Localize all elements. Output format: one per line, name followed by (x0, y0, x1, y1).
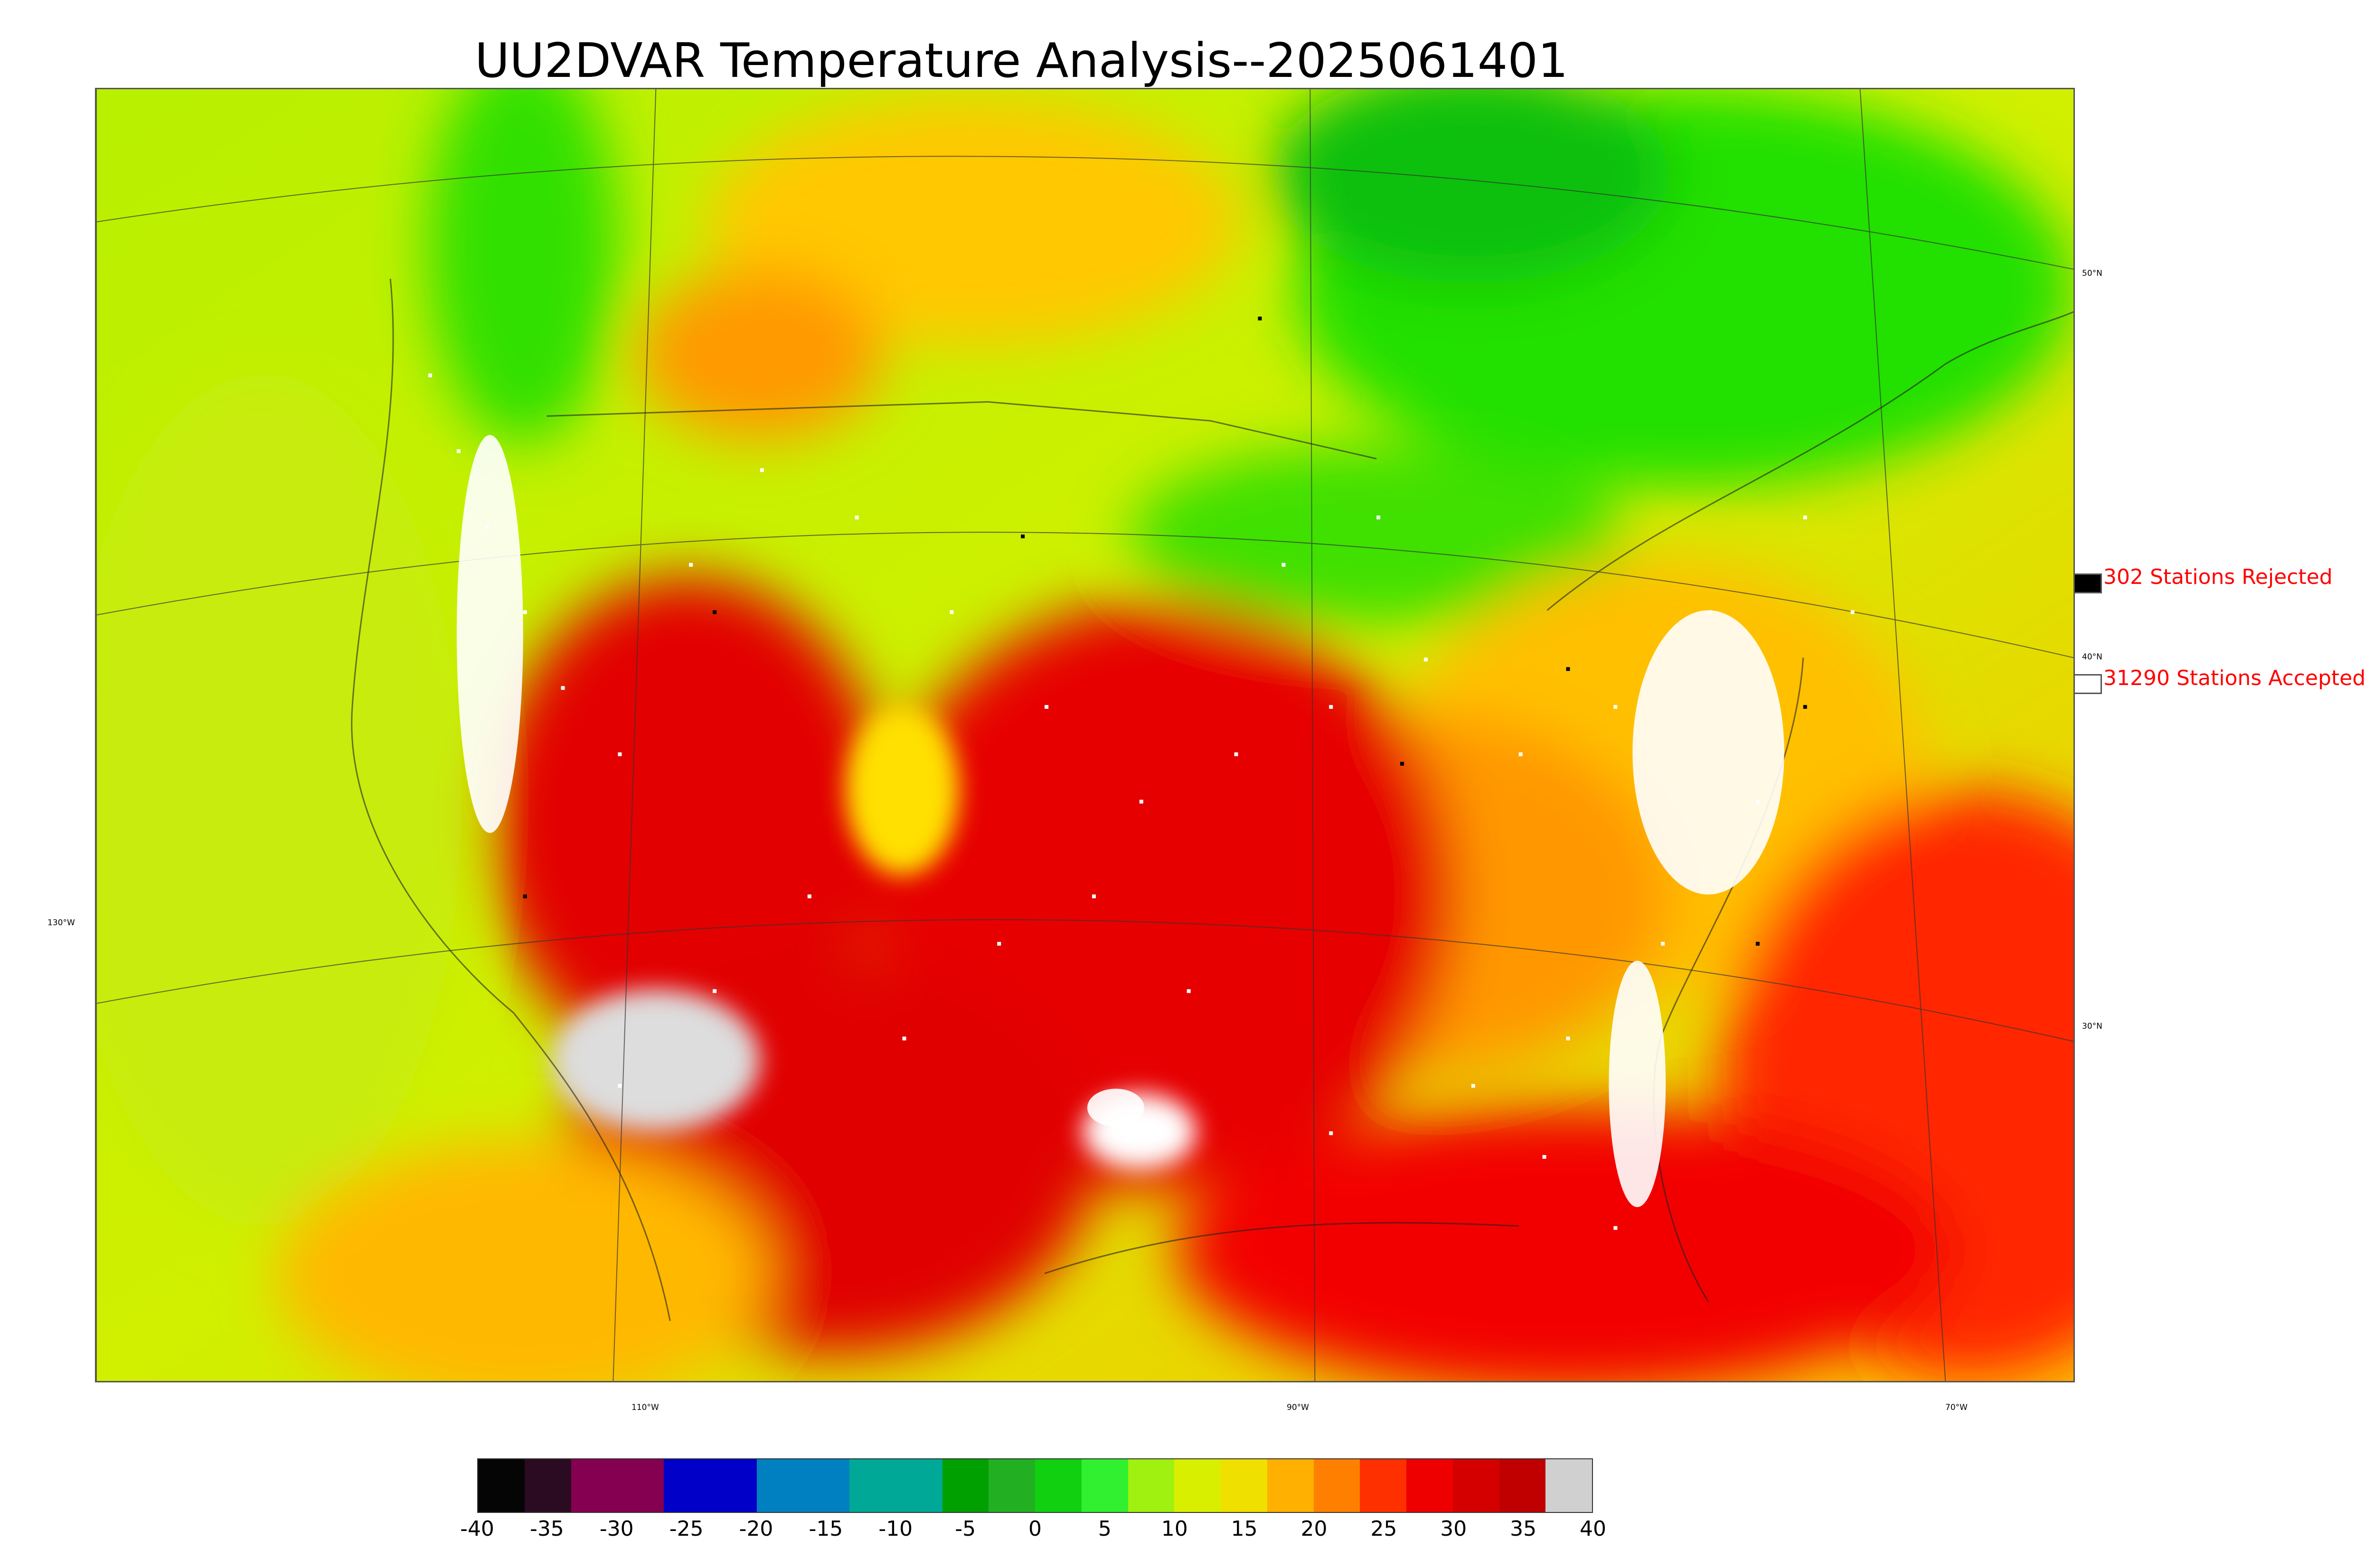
accepted-stations-label: 31290 Stations Accepted (2103, 666, 2366, 690)
lat-label-50n: 50°N (2082, 269, 2102, 278)
colorbar-tick-label: 25 (1370, 1517, 1397, 1541)
colorbar-segment (710, 1459, 757, 1512)
colorbar-tick-label: -25 (669, 1517, 704, 1541)
lon-label-70w: 70°W (1945, 1403, 1968, 1412)
lon-label-130w: 130°W (47, 918, 75, 928)
colorbar-segment (617, 1459, 664, 1512)
lat-label-40n: 40°N (2082, 652, 2102, 662)
colorbar-segment (664, 1459, 710, 1512)
rejected-marker-icon (2073, 573, 2102, 593)
colorbar-segment (989, 1459, 1035, 1512)
colorbar-segment (478, 1459, 525, 1512)
colorbar-segment (942, 1459, 989, 1512)
colorbar-segment (524, 1459, 571, 1512)
colorbar-tick-label: 30 (1440, 1517, 1467, 1541)
colorbar-tick-label: 10 (1161, 1517, 1188, 1541)
colorbar-tick-label: 35 (1510, 1517, 1537, 1541)
map-title: UU2DVAR Temperature Analysis--2025061401 (475, 33, 1568, 88)
colorbar-segment (1313, 1459, 1360, 1512)
colorbar-tick-label: -20 (739, 1517, 773, 1541)
colorbar-segment (1128, 1459, 1175, 1512)
colorbar-segment (1221, 1459, 1267, 1512)
colorbar-segment (1452, 1459, 1499, 1512)
colorbar-tick-label: 20 (1300, 1517, 1328, 1541)
colorbar-segment (895, 1459, 942, 1512)
colorbar-tick-label: -10 (878, 1517, 913, 1541)
colorbar-tick-label: -35 (529, 1517, 564, 1541)
lat-label-30n: 30°N (2082, 1022, 2102, 1031)
colorbar-tick-label: 5 (1098, 1517, 1112, 1541)
accepted-marker-icon (2073, 674, 2102, 694)
colorbar-tick-label: 0 (1028, 1517, 1042, 1541)
colorbar-segment (1035, 1459, 1082, 1512)
colorbar-tick-label: 40 (1580, 1517, 1606, 1541)
lon-label-110w: 110°W (631, 1403, 659, 1412)
colorbar-segment (1267, 1459, 1314, 1512)
colorbar-segment (1360, 1459, 1406, 1512)
colorbar-segment (756, 1459, 803, 1512)
colorbar-segment (803, 1459, 849, 1512)
colorbar-tick-label: -30 (599, 1517, 634, 1541)
colorbar-segment (849, 1459, 896, 1512)
temperature-field (96, 89, 2073, 1381)
colorbar-segment (571, 1459, 618, 1512)
colorbar-tick-label: 15 (1231, 1517, 1258, 1541)
colorbar-tick-label: -15 (809, 1517, 843, 1541)
colorbar-segment (1406, 1459, 1453, 1512)
colorbar-segment (1499, 1459, 1546, 1512)
colorbar-tick-label: -5 (955, 1517, 976, 1541)
temperature-colorbar (477, 1458, 1593, 1513)
rejected-stations-label: 302 Stations Rejected (2103, 565, 2333, 589)
colorbar-tick-label: -40 (460, 1517, 494, 1541)
colorbar-segment (1174, 1459, 1221, 1512)
temperature-map (95, 88, 2075, 1382)
lon-label-90w: 90°W (1287, 1403, 1309, 1412)
colorbar-segment (1545, 1459, 1592, 1512)
colorbar-segment (1081, 1459, 1128, 1512)
